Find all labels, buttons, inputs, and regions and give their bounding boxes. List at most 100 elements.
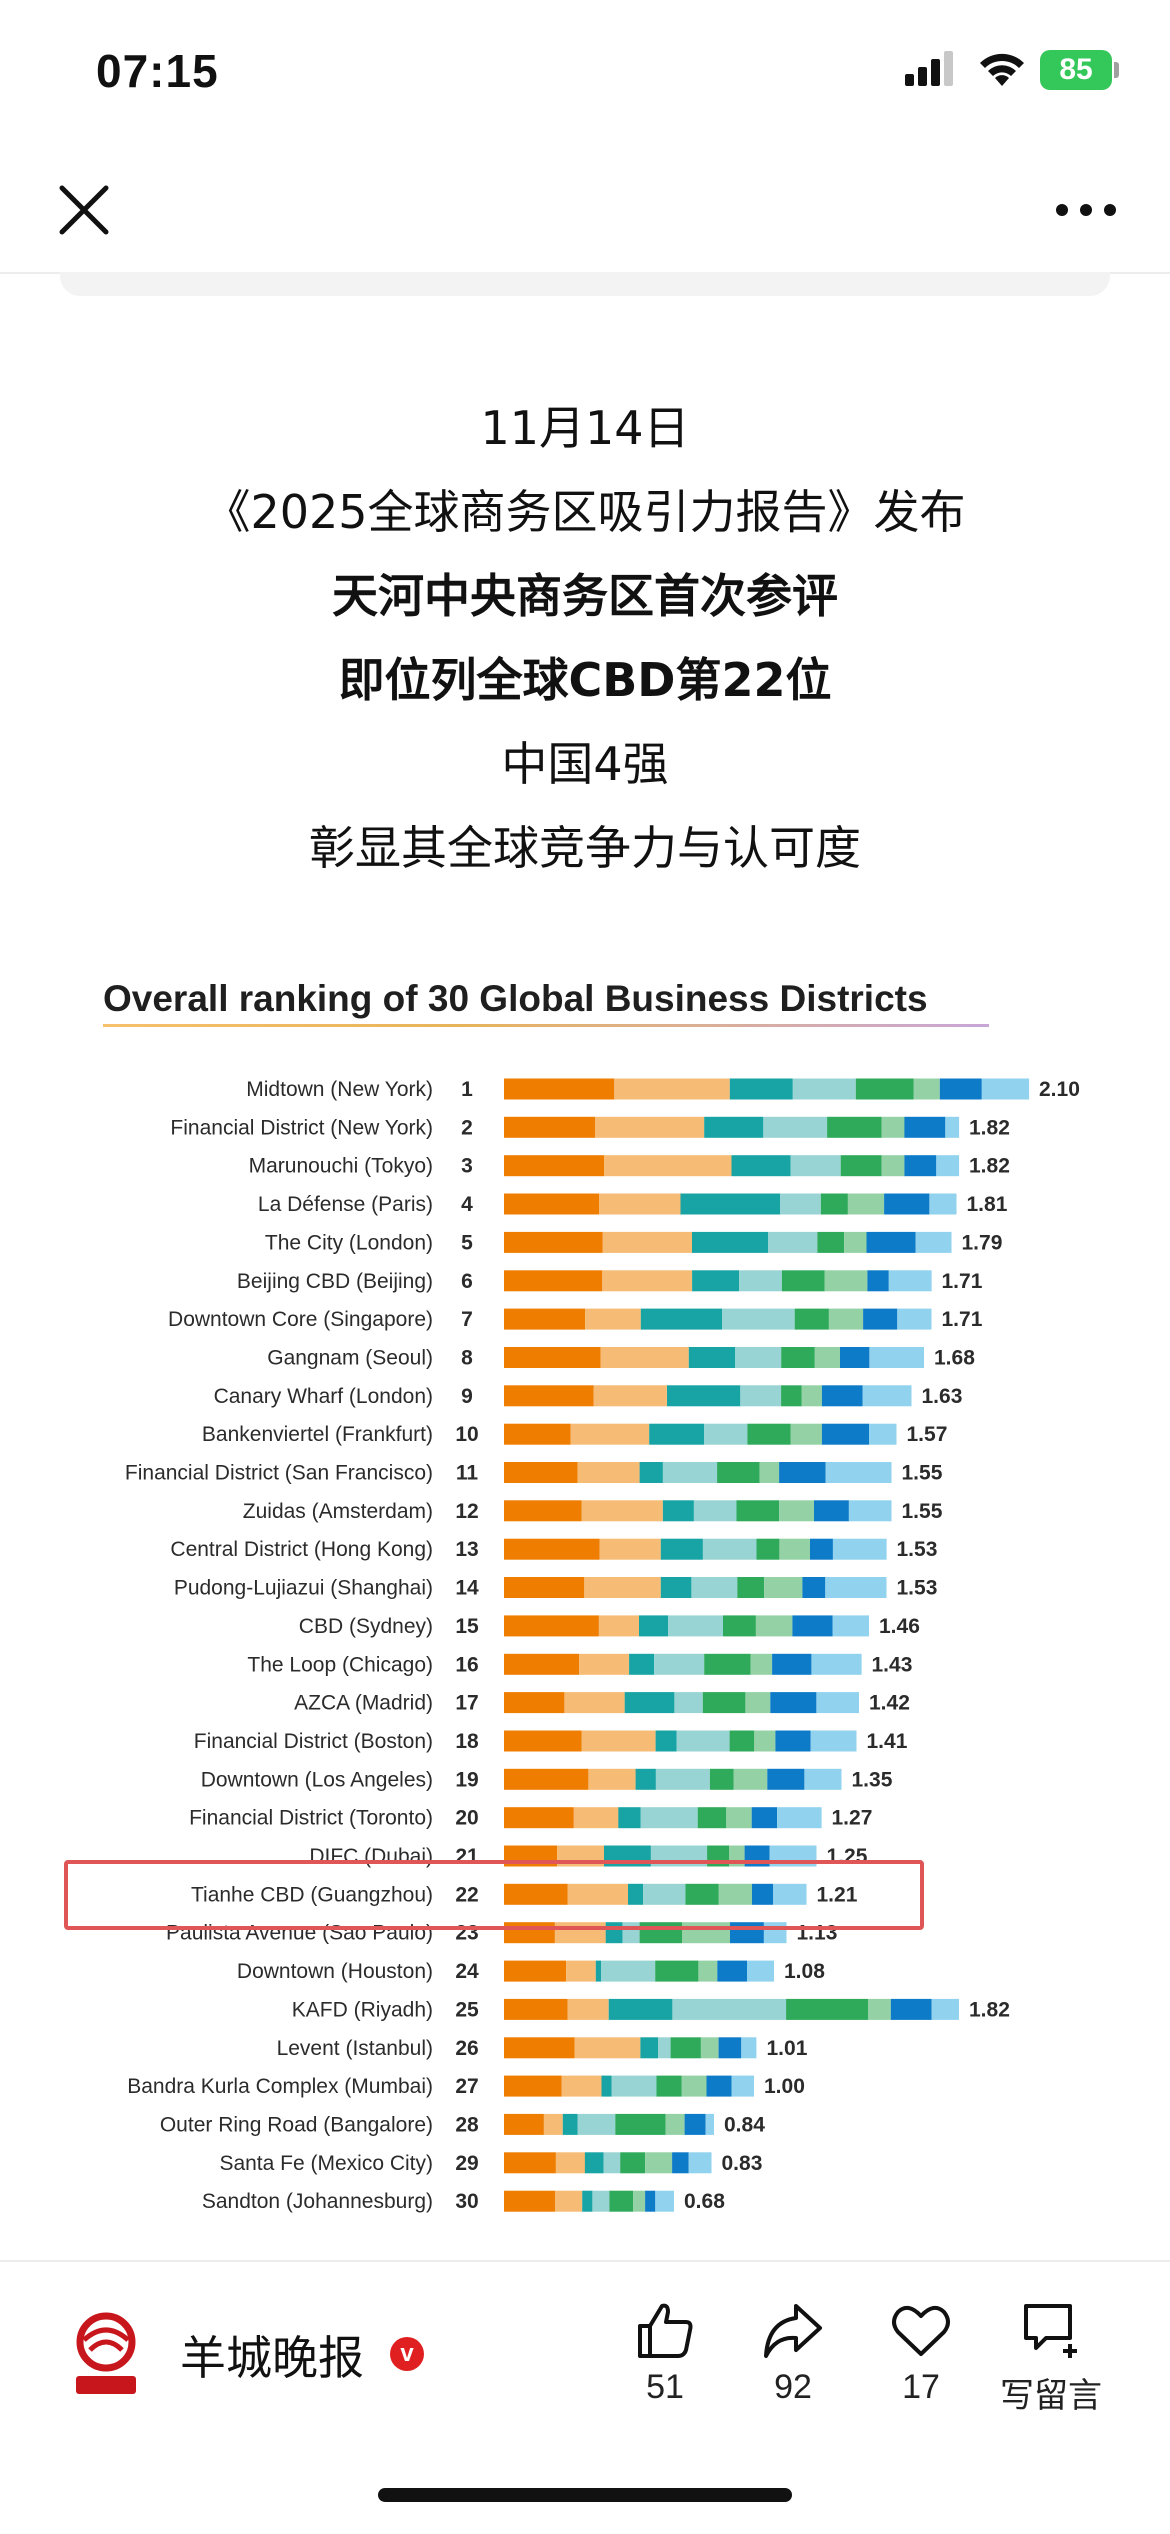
bar-segment — [600, 1347, 689, 1368]
bar-segment — [504, 1883, 568, 1905]
rank-number: 11 — [456, 1462, 479, 1485]
bar-segment — [832, 1615, 869, 1637]
more-icon[interactable] — [1054, 202, 1118, 218]
bar-segment — [504, 1116, 595, 1138]
bar-segment — [801, 1385, 822, 1407]
district-label: The City (London) — [265, 1231, 433, 1254]
bar-segment — [736, 1500, 780, 1522]
bar-segment — [692, 1270, 740, 1292]
score-value: 1.81 — [967, 1193, 1008, 1216]
bar-segment — [768, 1231, 818, 1253]
rank-number: 20 — [455, 1807, 478, 1830]
bar-segment — [751, 1807, 778, 1829]
district-label: Financial District (San Francisco) — [125, 1462, 433, 1485]
bar-segment — [904, 1116, 946, 1138]
bar-segment — [555, 2190, 583, 2212]
bar-segment — [564, 1692, 625, 1714]
bar-segment — [747, 1423, 791, 1445]
bar-segment — [781, 1385, 802, 1407]
bar-segment — [897, 1308, 932, 1330]
rank-number: 26 — [455, 2037, 478, 2060]
bar-segment — [881, 1116, 905, 1138]
bar-segment — [717, 1960, 747, 1982]
score-value: 1.46 — [879, 1615, 920, 1638]
bar-segment — [869, 1347, 924, 1368]
bar-segment — [862, 1385, 912, 1407]
headline-rank: 即位列全球CBD第22位 — [338, 653, 832, 707]
district-label: Downtown (Los Angeles) — [201, 1768, 433, 1791]
rank-number: 22 — [455, 1883, 478, 1906]
bar-segment — [577, 1462, 640, 1483]
bar-segment — [780, 1193, 821, 1215]
bar-segment — [584, 2152, 604, 2174]
bar-segment — [759, 1462, 780, 1483]
bar-segment — [504, 2037, 575, 2059]
score-value: 1.63 — [922, 1385, 963, 1408]
bar-segment — [628, 1883, 644, 1905]
bar-segment — [890, 1998, 932, 2020]
bar-segment — [718, 2037, 742, 2059]
favorite-button[interactable]: 17 — [866, 2300, 976, 2407]
bar-segment — [772, 1653, 812, 1675]
score-value: 1.82 — [969, 1155, 1010, 1178]
bar-segment — [833, 1538, 887, 1560]
rank-number: 10 — [455, 1423, 478, 1446]
bar-segment — [504, 2152, 556, 2174]
bar-segment — [639, 1462, 663, 1483]
bar-segment — [579, 1653, 630, 1675]
publisher-name[interactable]: 羊城晚报 — [180, 2331, 364, 2385]
district-label: Levent (Istanbul) — [277, 2037, 433, 2060]
score-value: 1.79 — [962, 1231, 1003, 1254]
bar-segment — [804, 1768, 842, 1790]
close-icon[interactable] — [56, 182, 112, 238]
chart-title: Overall ranking of 30 Global Business Di… — [103, 978, 928, 1019]
bar-segment — [840, 1347, 870, 1368]
bar-segment — [595, 1116, 705, 1138]
bar-segment — [750, 1653, 773, 1675]
bar-segment — [601, 2075, 612, 2097]
bar-segment — [504, 1308, 586, 1330]
district-label: Santa Fe (Mexico City) — [219, 2152, 433, 2175]
bar-segment — [504, 1462, 578, 1483]
bar-segment — [688, 1347, 735, 1368]
bar-segment — [504, 1347, 601, 1368]
bar-segment — [504, 1807, 574, 1829]
publisher-logo-icon[interactable] — [70, 2310, 142, 2400]
cellular-signal-icon — [905, 51, 953, 86]
share-button[interactable]: 92 — [738, 2300, 848, 2407]
bar-segment — [745, 1692, 771, 1714]
bar-segment — [639, 1615, 669, 1637]
district-label: Bandra Kurla Complex (Mumbai) — [127, 2075, 433, 2098]
nav-bar — [0, 140, 1170, 274]
bar-segment — [624, 1692, 675, 1714]
bar-segment — [840, 1155, 882, 1177]
bar-segment — [645, 2152, 673, 2174]
score-value: 1.42 — [869, 1692, 910, 1715]
bar-segment — [781, 1270, 825, 1292]
bar-segment — [777, 1807, 822, 1829]
score-value: 1.82 — [969, 1116, 1010, 1139]
like-button[interactable]: 51 — [610, 2300, 720, 2407]
bar-segment — [543, 2113, 563, 2135]
bar-segment — [735, 1347, 782, 1368]
district-label: Tianhe CBD (Guangzhou) — [191, 1883, 433, 1906]
bar-segment — [718, 1883, 753, 1905]
comment-button[interactable]: 写留言 — [986, 2300, 1116, 2417]
bar-segment — [704, 1653, 751, 1675]
bar-segment — [741, 2037, 757, 2059]
headline-first-time: 天河中央商务区首次参评 — [332, 569, 838, 623]
bar-segment — [656, 2075, 682, 2097]
bar-segment — [655, 1960, 699, 1982]
bar-segment — [731, 2075, 754, 2097]
rank-number: 14 — [455, 1577, 479, 1600]
bar-segment — [504, 1960, 567, 1982]
district-label: Central District (Hong Kong) — [170, 1538, 433, 1561]
bar-segment — [709, 1768, 734, 1790]
bar-segment — [585, 1308, 641, 1330]
bar-segment — [828, 1308, 864, 1330]
bar-segment — [740, 1385, 782, 1407]
bar-segment — [640, 1308, 722, 1330]
bar-segment — [688, 2152, 712, 2174]
bar-segment — [811, 1653, 862, 1675]
bar-segment — [504, 1998, 568, 2020]
